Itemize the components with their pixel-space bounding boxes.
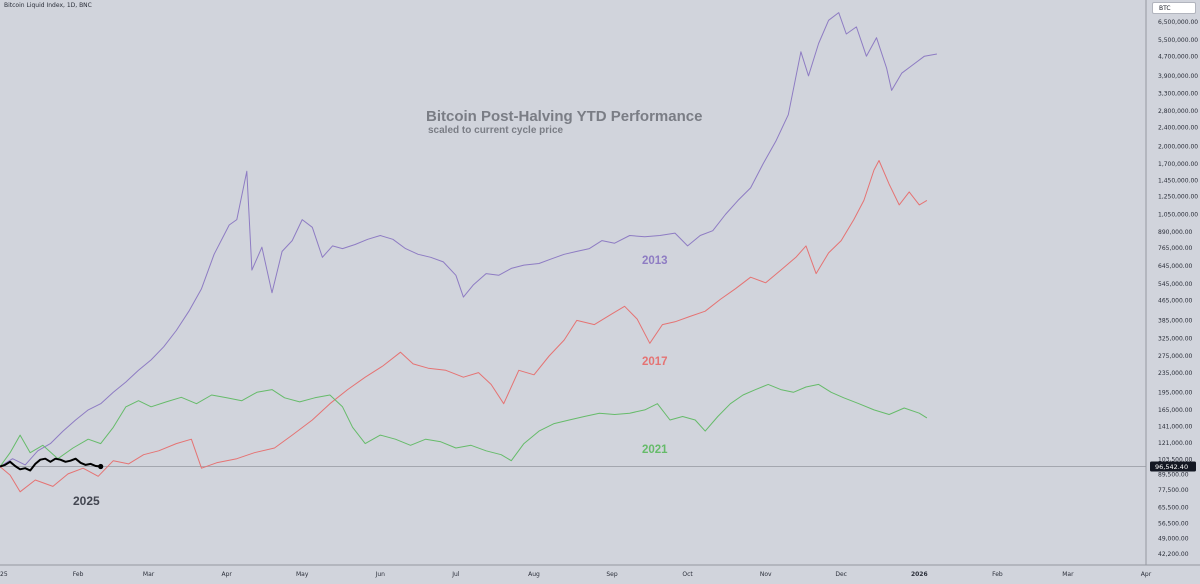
series-line-2017[interactable]: [0, 160, 928, 493]
time-tick-label: Mar: [143, 571, 155, 578]
price-tick-label: 1,700,000.00: [1158, 161, 1198, 168]
series-line-2025[interactable]: [0, 457, 101, 472]
price-tick-label: 56,500.00: [1158, 520, 1189, 527]
time-axis[interactable]: 25 Feb Mar Apr May Jun Jul Aug Sep Oct Nov Dec 2026 F…: [0, 571, 1152, 578]
price-tick-label: 3,300,000.00: [1158, 91, 1198, 98]
series-layer: [0, 12, 937, 493]
price-tick-label: 1,050,000.00: [1158, 212, 1198, 219]
current-price-label: 96,542.40: [1155, 463, 1188, 471]
price-tick-label: 77,500.00: [1158, 487, 1189, 494]
price-tick-label: 5,500,000.00: [1158, 37, 1198, 44]
current-price-tag-bg: [1150, 461, 1196, 472]
price-tick-label: 890,000.00: [1158, 229, 1193, 236]
price-tick-label: 545,000.00: [1158, 281, 1193, 288]
price-tick-label: 645,000.00: [1158, 263, 1193, 270]
series-label-2017: 2017: [642, 356, 668, 368]
price-tick-label: 275,000.00: [1158, 353, 1193, 360]
price-tick-label: 235,000.00: [1158, 370, 1193, 377]
price-tick-label: 49,000.00: [1158, 535, 1189, 542]
time-tick-label: Sep: [606, 571, 618, 578]
price-tick-label: 2,800,000.00: [1158, 108, 1198, 115]
series-endpoint-2025: [98, 463, 104, 470]
time-tick-label: 2026: [911, 571, 928, 578]
series-label-2025: 2025: [73, 494, 100, 508]
time-tick-label: Nov: [760, 571, 772, 578]
axis-borders: [0, 0, 1200, 566]
time-tick-label: Apr: [1141, 571, 1152, 578]
time-tick-label: Mar: [1062, 571, 1074, 578]
time-tick-label: Dec: [835, 571, 847, 578]
price-tick-label: 121,000.00: [1158, 440, 1193, 447]
price-tick-label: 325,000.00: [1158, 336, 1193, 343]
price-tick-label: 89,500.00: [1158, 472, 1189, 479]
chart-title: Bitcoin Post-Halving YTD Performance: [426, 108, 703, 125]
series-line-2021[interactable]: [0, 383, 928, 467]
price-tick-label: 465,000.00: [1158, 298, 1193, 305]
time-tick-label: Apr: [222, 571, 233, 578]
price-tick-label: 385,000.00: [1158, 318, 1193, 325]
price-tick-label: 4,700,000.00: [1158, 53, 1198, 60]
time-tick-label: Feb: [992, 571, 1003, 578]
price-axis[interactable]: 6,500,000.00 5,500,000.00 4,700,000.00 3,90…: [1158, 19, 1198, 558]
price-tick-label: 141,000.00: [1158, 424, 1193, 431]
time-tick-label: Aug: [528, 571, 540, 578]
symbol-title: Bitcoin Liquid Index, 1D, BNC: [4, 2, 92, 9]
price-tick-label: 6,500,000.00: [1158, 19, 1198, 26]
price-tick-label: 165,000.00: [1158, 407, 1193, 414]
currency-badge[interactable]: BTC: [1152, 2, 1196, 14]
price-tick-label: 2,000,000.00: [1158, 144, 1198, 151]
price-tick-label: 3,900,000.00: [1158, 73, 1198, 80]
series-label-2021: 2021: [642, 444, 668, 456]
price-tick-label: 103,500.00: [1158, 456, 1193, 463]
price-tick-label: 42,200.00: [1158, 551, 1189, 558]
price-tick-label: 765,000.00: [1158, 245, 1193, 252]
price-tick-label: 1,450,000.00: [1158, 178, 1198, 185]
series-line-2013[interactable]: [0, 12, 937, 468]
time-tick-label: May: [296, 571, 309, 578]
time-tick-label: Jul: [451, 571, 460, 578]
time-tick-label: Feb: [73, 571, 84, 578]
current-price-tag: 96,542.40: [1150, 461, 1196, 472]
price-tick-label: 65,500.00: [1158, 505, 1189, 512]
price-tick-label: 2,400,000.00: [1158, 124, 1198, 131]
price-tick-label: 1,250,000.00: [1158, 193, 1198, 200]
series-label-2013: 2013: [642, 255, 668, 267]
price-tick-label: 195,000.00: [1158, 390, 1193, 397]
chart-subtitle: scaled to current cycle price: [428, 125, 564, 136]
time-tick-label: 25: [0, 571, 8, 578]
time-tick-label: Oct: [682, 571, 693, 578]
time-tick-label: Jun: [375, 571, 386, 578]
